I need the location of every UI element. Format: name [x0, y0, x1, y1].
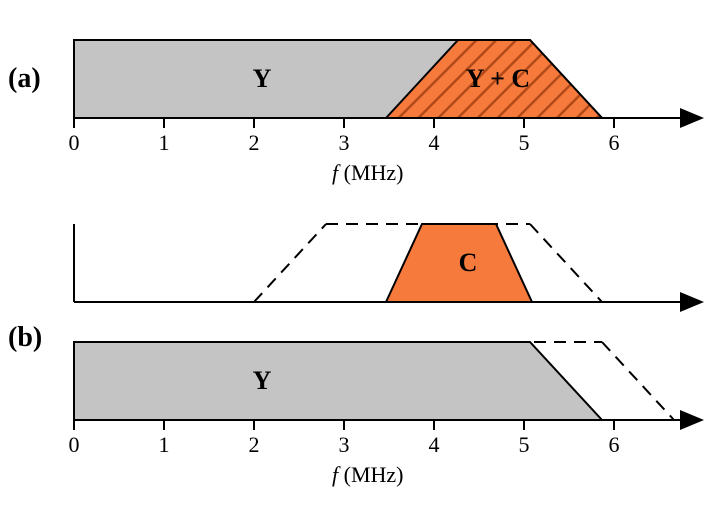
panel-b-c-dashed [530, 224, 602, 302]
panel-a-tick-label: 2 [249, 130, 260, 156]
panel-b-y-label: Y [253, 366, 272, 396]
panel-b-label: (b) [8, 322, 42, 354]
panel-a-y-label: Y [253, 64, 272, 94]
panel-b-tick-label: 0 [69, 432, 80, 458]
panel-b-y-region [74, 342, 602, 420]
panel-a-tick-label: 1 [159, 130, 170, 156]
panel-a-tick-label: 0 [69, 130, 80, 156]
panel-b-tick-label: 3 [339, 432, 350, 458]
panel-a-tick-label: 6 [609, 130, 620, 156]
panel-b-tick-label: 2 [249, 432, 260, 458]
panel-a-yc-label: Y + C [466, 64, 530, 94]
panel-b-tick-label: 6 [609, 432, 620, 458]
panel-b-c-dashed [254, 224, 326, 302]
panel-b-tick-label: 1 [159, 432, 170, 458]
panel-a-tick-label: 5 [519, 130, 530, 156]
panel-b-axis-label: f (MHz) [332, 462, 404, 488]
panel-a-axis-label: f (MHz) [332, 160, 404, 186]
panel-a-label: (a) [8, 63, 41, 95]
diagram-container: 0 1 2 3 4 5 6 0 1 2 3 4 5 6 (a) (b) Y Y + C C Yf (MHz) f (MH… [0, 0, 728, 516]
panel-a-tick-label: 4 [429, 130, 440, 156]
panel-b-c-label: C [459, 248, 478, 278]
panel-b-tick-label: 5 [519, 432, 530, 458]
panel-a-tick-label: 3 [339, 130, 350, 156]
panel-b-y-dashed [602, 342, 674, 420]
panel-b-tick-label: 4 [429, 432, 440, 458]
